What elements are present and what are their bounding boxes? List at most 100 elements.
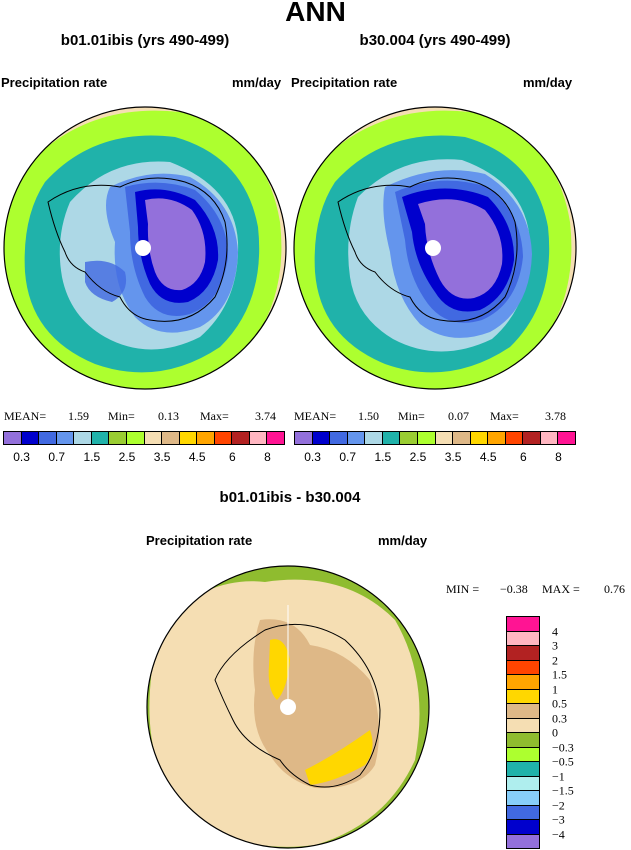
- panel-2-colorbar-swatch: [539, 431, 559, 445]
- diff-colorbar-label: 2: [552, 653, 558, 667]
- panel-1-colorbar-swatch: [178, 431, 198, 445]
- panel-1-colorbar-label: 6: [228, 450, 236, 464]
- diff-colorbar-swatch: [506, 775, 540, 791]
- panel-2-colorbar-swatch: [416, 431, 436, 445]
- panel-2-polar-map: [293, 106, 577, 390]
- diff-colorbar-label: −0.5: [552, 754, 574, 769]
- panel-2-colorbar-label: 2.5: [409, 450, 427, 464]
- panel-1-mean-value: 1.59: [68, 409, 89, 423]
- panel-2-colorbar-swatch: [469, 431, 489, 445]
- panel-1-units: mm/day: [232, 75, 282, 90]
- diff-colorbar-swatch: [506, 717, 540, 733]
- diff-min-label: MIN =: [446, 582, 480, 596]
- diff-colorbar-label: −0.3: [552, 740, 574, 754]
- panel-1-colorbar-swatch: [213, 431, 233, 445]
- diff-colorbar-label: −1: [552, 769, 565, 783]
- diff-colorbar-swatch: [506, 616, 540, 632]
- diff-colorbar-label: 3: [552, 638, 558, 653]
- diff-colorbar-swatch: [506, 630, 540, 646]
- panel-1-colorbar-swatch: [161, 431, 180, 445]
- diff-colorbar-swatch: [506, 746, 540, 762]
- panel-2-run-label: b30.004 (yrs 490-499): [359, 32, 511, 49]
- diff-colorbar-swatch: [506, 732, 540, 748]
- panel-1-polar-map: [3, 106, 287, 390]
- diff-colorbar-label: −3: [552, 812, 565, 827]
- panel-2-colorbar-swatch: [329, 431, 348, 445]
- panel-1-colorbar-swatch: [248, 431, 268, 445]
- panel-2-colorbar-swatch: [434, 431, 454, 445]
- diff-colorbar: [506, 616, 540, 849]
- panel-2-colorbar-swatch: [522, 431, 541, 445]
- panel-2-colorbar: [294, 431, 576, 445]
- panel-1-colorbar-swatch: [143, 431, 163, 445]
- panel-1-min-value: 0.13: [158, 409, 179, 423]
- panel-1-max-value: 3.74: [255, 409, 276, 423]
- diff-colorbar-swatch: [506, 688, 540, 704]
- panel-2-min-value: 0.07: [448, 409, 469, 423]
- diff-colorbar-swatch: [506, 674, 540, 690]
- panel-1-colorbar-label: 1.5: [83, 450, 101, 464]
- diff-polar-map: [146, 565, 430, 849]
- panel-2-colorbar-label: 6: [519, 450, 527, 464]
- panel-2-mean-label: MEAN=: [294, 409, 337, 423]
- panel-1-colorbar: [3, 431, 285, 445]
- diff-max-value: 0.76: [604, 582, 625, 596]
- panel-1-variable: Precipitation rate: [1, 75, 108, 90]
- panel-2-colorbar-swatch: [557, 431, 576, 445]
- diff-colorbar-swatch: [506, 761, 540, 777]
- panel-1-colorbar-swatch: [20, 431, 40, 445]
- diff-colorbar-swatch: [506, 659, 540, 675]
- panel-1-colorbar-swatch: [266, 431, 285, 445]
- panel-2-colorbar-swatch: [381, 431, 401, 445]
- panel-2-colorbar-label: 0.3: [304, 450, 321, 464]
- panel-1-colorbar-label: 3.5: [153, 450, 171, 464]
- panel-2-colorbar-swatch: [311, 431, 331, 445]
- diff-colorbar-label: 0: [552, 725, 558, 740]
- panel-2-min-label: Min=: [398, 409, 425, 423]
- diff-min-value: −0.38: [500, 582, 528, 596]
- panel-2-colorbar-label: 3.5: [444, 450, 462, 464]
- panel-2-colorbar-swatch: [452, 431, 471, 445]
- diff-colorbar-swatch: [506, 804, 540, 820]
- panel-2-units: mm/day: [523, 75, 573, 90]
- panel-2-colorbar-swatch: [399, 431, 418, 445]
- panel-1-colorbar-swatch: [90, 431, 110, 445]
- diff-colorbar-swatch: [506, 790, 540, 806]
- diff-max-label: MAX =: [542, 582, 580, 596]
- panel-2-colorbar-swatch: [346, 431, 366, 445]
- panel-1-colorbar-swatch: [3, 431, 22, 445]
- panel-2-max-value: 3.78: [545, 409, 566, 423]
- diff-colorbar-label: −2: [552, 798, 565, 812]
- panel-1-colorbar-label: 2.5: [118, 450, 136, 464]
- diff-colorbar-label: 1.5: [552, 667, 567, 682]
- diff-colorbar-swatch: [506, 819, 540, 835]
- panel-1-colorbar-swatch: [108, 431, 127, 445]
- panel-2-colorbar-swatch: [364, 431, 383, 445]
- panel-2-colorbar-label: 1.5: [374, 450, 392, 464]
- panel-2-colorbar-swatch: [504, 431, 524, 445]
- diff-colorbar-label: −4: [552, 827, 565, 841]
- diff-colorbar-label: 1: [552, 682, 558, 696]
- panel-2-max-label: Max=: [490, 409, 519, 423]
- diff-colorbar-swatch: [506, 833, 540, 849]
- diff-units: mm/day: [378, 533, 428, 548]
- diff-colorbar-label: 0.5: [552, 696, 567, 711]
- panel-1-colorbar-swatch: [55, 431, 75, 445]
- panel-1-min-label: Min=: [108, 409, 135, 423]
- diff-colorbar-swatch: [506, 645, 540, 661]
- panel-1-colorbar-swatch: [73, 431, 92, 445]
- panel-1-run-label: b01.01ibis (yrs 490-499): [60, 32, 230, 49]
- panel-1-colorbar-label: 0.7: [48, 450, 66, 464]
- panel-1-colorbar-swatch: [125, 431, 145, 445]
- panel-1-colorbar-label: 8: [264, 450, 271, 464]
- panel-1-colorbar-swatch: [196, 431, 215, 445]
- panel-1-colorbar-swatch: [38, 431, 57, 445]
- diff-colorbar-label: 0.3: [552, 711, 567, 725]
- diff-colorbar-label: −1.5: [552, 783, 574, 798]
- panel-2-variable: Precipitation rate: [291, 75, 398, 90]
- panel-1-mean-label: MEAN=: [4, 409, 47, 423]
- panel-2-colorbar-swatch: [487, 431, 506, 445]
- panel-1-max-label: Max=: [200, 409, 229, 423]
- figure-title: ANN: [285, 0, 346, 27]
- panel-2-mean-value: 1.50: [358, 409, 379, 423]
